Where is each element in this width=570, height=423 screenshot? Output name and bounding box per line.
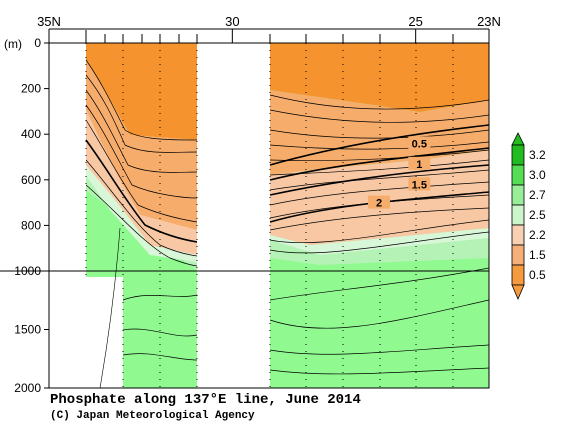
contour-label-bg <box>408 177 431 191</box>
contour-label: 2 <box>376 198 382 210</box>
contour-label: 1.5 <box>412 179 427 191</box>
credit-text: (C) Japan Meteorological Agency <box>50 410 255 422</box>
y-tick-label: 200 <box>21 82 41 96</box>
colorbar-label: 0.5 <box>529 268 546 282</box>
y-tick-label: 0 <box>34 36 41 50</box>
contour-label: 1 <box>416 159 422 171</box>
contour-label-bg <box>368 195 390 209</box>
y-tick-label: 2000 <box>14 381 41 395</box>
y-tick-label: 800 <box>21 218 41 232</box>
colorbar-swatch <box>511 204 525 226</box>
contour-lines <box>85 59 489 388</box>
x-tick-label: 23N <box>477 14 501 29</box>
colorbar-label: 2.7 <box>529 188 546 202</box>
contour-label-bg <box>408 156 431 170</box>
plot-frame <box>48 42 490 389</box>
colorbar-label: 2.5 <box>529 208 546 222</box>
colorbar-swatch <box>511 144 525 166</box>
colorbar-swatch <box>511 224 525 246</box>
colorbar-label: 3.2 <box>529 148 546 162</box>
contour-label: 0.5 <box>412 138 427 150</box>
y-axis-unit: (m) <box>4 37 22 51</box>
colorbar-swatch <box>511 264 525 286</box>
chart-title: Phosphate along 137°E line, June 2014 <box>50 392 361 408</box>
contour-label-bg <box>408 136 431 150</box>
colorbar-label: 2.2 <box>529 228 546 242</box>
colorbar-label: 1.5 <box>529 248 546 262</box>
y-tick-label: 600 <box>21 173 41 187</box>
station-dots <box>85 43 454 388</box>
colorbar-swatch <box>511 164 525 186</box>
x-tick-label: 35N <box>37 14 61 29</box>
x-tick-label: 25 <box>408 14 422 29</box>
x-axis-top: 35N 30 25 23N <box>37 14 501 43</box>
colorbar-label: 3.0 <box>529 168 546 182</box>
y-axis: 0 200 400 600 800 1000 1500 2000 <box>14 36 49 395</box>
colorbar-bottom-arrow <box>511 284 525 301</box>
x-tick-label: 30 <box>225 14 239 29</box>
colorbar-top-arrow <box>511 132 525 146</box>
plot-area: 0.5 1 1.5 2 <box>49 43 489 388</box>
contour-labels: 0.5 1 1.5 2 <box>368 136 431 210</box>
left-section-fill <box>86 43 197 388</box>
colorbar-swatch <box>511 244 525 266</box>
x-minor-ticks <box>85 30 454 43</box>
y-tick-label: 1500 <box>14 323 41 337</box>
y-tick-label: 400 <box>21 127 41 141</box>
y-tick-label: 1000 <box>14 264 41 278</box>
colorbar-swatch <box>511 184 525 206</box>
colorbar: 3.2 3.0 2.7 2.5 2.2 1.5 0.5 <box>511 132 546 301</box>
